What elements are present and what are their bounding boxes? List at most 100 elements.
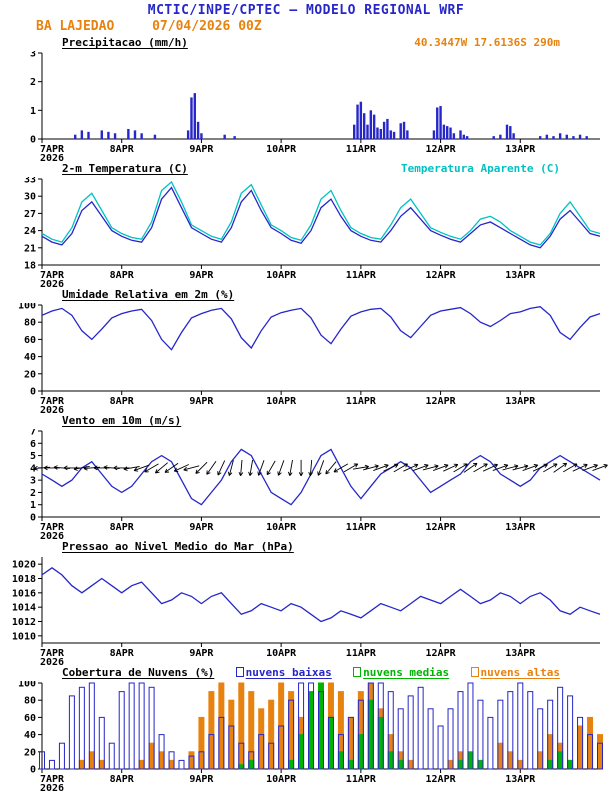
svg-text:33: 33 xyxy=(24,177,36,186)
panel-title-humidity: Umidade Relativa em 2m (%) xyxy=(62,288,235,301)
panel-temperature-header: 2-m Temperatura (C) Temperatura Aparente… xyxy=(0,162,612,177)
svg-text:8APR: 8APR xyxy=(110,522,135,533)
panel-title-clouds: Cobertura de Nuvens (%) xyxy=(62,666,215,679)
svg-text:12APR: 12APR xyxy=(426,522,457,533)
panel-wind: Vento em 10m (m/s) 0 1 2 3 4 5 6 7 7APR 2026 8APR 9… xyxy=(0,414,612,539)
svg-text:10APR: 10APR xyxy=(266,396,297,407)
panel-title-pressure: Pressao ao Nivel Medio do Mar (hPa) xyxy=(62,540,294,553)
svg-text:12APR: 12APR xyxy=(426,774,457,785)
svg-text:30: 30 xyxy=(24,192,36,203)
svg-text:20: 20 xyxy=(24,369,36,380)
panel-humidity-header: Umidade Relativa em 2m (%) xyxy=(0,288,612,303)
svg-text:2026: 2026 xyxy=(40,405,64,413)
svg-text:1012: 1012 xyxy=(12,617,36,628)
svg-text:13APR: 13APR xyxy=(505,396,536,407)
panel-humidity: Umidade Relativa em 2m (%) 0 20 40 60 80 100 7… xyxy=(0,288,612,413)
svg-text:7APR: 7APR xyxy=(40,396,65,407)
svg-text:24: 24 xyxy=(24,226,36,237)
svg-text:7APR: 7APR xyxy=(40,144,65,155)
legend-mid-clouds: nuvens medias xyxy=(353,666,449,679)
svg-text:2026: 2026 xyxy=(40,153,64,161)
svg-text:10APR: 10APR xyxy=(266,270,297,281)
svg-text:11APR: 11APR xyxy=(346,144,377,155)
svg-text:1: 1 xyxy=(30,106,36,117)
panel-title-temperature: 2-m Temperatura (C) xyxy=(62,162,188,175)
run-datetime: 07/04/2026 00Z xyxy=(152,19,262,34)
svg-text:100: 100 xyxy=(18,303,36,312)
svg-text:5: 5 xyxy=(30,451,36,462)
legend-high-clouds: nuvens altas xyxy=(470,666,560,679)
svg-text:0: 0 xyxy=(30,765,36,776)
svg-text:9APR: 9APR xyxy=(189,270,214,281)
svg-text:12APR: 12APR xyxy=(426,270,457,281)
svg-text:12APR: 12APR xyxy=(426,648,457,659)
svg-text:2026: 2026 xyxy=(40,279,64,287)
station-name: BA LAJEDAO xyxy=(36,19,115,34)
svg-text:6: 6 xyxy=(30,439,36,450)
svg-text:9APR: 9APR xyxy=(189,774,214,785)
svg-text:1016: 1016 xyxy=(12,588,36,599)
svg-text:7APR: 7APR xyxy=(40,648,65,659)
panel-precipitation-header: Precipitacao (mm/h) 40.3447W 17.6136S 29… xyxy=(0,36,612,51)
svg-text:80: 80 xyxy=(24,318,36,329)
svg-text:13APR: 13APR xyxy=(505,648,536,659)
svg-text:11APR: 11APR xyxy=(346,522,377,533)
svg-text:12APR: 12APR xyxy=(426,144,457,155)
panel-temperature: 2-m Temperatura (C) Temperatura Aparente… xyxy=(0,162,612,287)
svg-text:11APR: 11APR xyxy=(346,648,377,659)
svg-text:2026: 2026 xyxy=(40,657,64,665)
svg-text:1: 1 xyxy=(30,500,36,511)
svg-text:3: 3 xyxy=(30,51,36,60)
svg-text:2026: 2026 xyxy=(40,531,64,539)
svg-text:8APR: 8APR xyxy=(110,396,135,407)
svg-text:2: 2 xyxy=(30,77,36,88)
svg-text:0: 0 xyxy=(30,135,36,146)
panel-clouds: Cobertura de Nuvens (%) nuvens baixas nu… xyxy=(0,666,612,791)
svg-text:27: 27 xyxy=(24,209,36,220)
svg-text:8APR: 8APR xyxy=(110,270,135,281)
svg-text:18: 18 xyxy=(24,261,36,272)
svg-text:9APR: 9APR xyxy=(189,522,214,533)
svg-text:40: 40 xyxy=(24,352,36,363)
legend-swatch-high-clouds-icon xyxy=(470,667,479,677)
legend-label-high-clouds: nuvens altas xyxy=(480,666,560,679)
svg-text:0: 0 xyxy=(30,513,36,524)
svg-text:1018: 1018 xyxy=(12,574,36,585)
legend-label-mid-clouds: nuvens medias xyxy=(363,666,450,679)
svg-text:10APR: 10APR xyxy=(266,522,297,533)
svg-text:2: 2 xyxy=(30,488,36,499)
svg-text:60: 60 xyxy=(24,335,36,346)
svg-text:8APR: 8APR xyxy=(110,144,135,155)
svg-text:20: 20 xyxy=(24,747,36,758)
svg-text:13APR: 13APR xyxy=(505,270,536,281)
legend-label-low-clouds: nuvens baixas xyxy=(245,666,332,679)
svg-text:1020: 1020 xyxy=(12,560,36,571)
svg-text:21: 21 xyxy=(24,243,36,254)
svg-text:11APR: 11APR xyxy=(346,396,377,407)
svg-text:12APR: 12APR xyxy=(426,396,457,407)
panel-pressure: Pressao ao Nivel Medio do Mar (hPa) 1010… xyxy=(0,540,612,665)
model-title: MCTIC/INPE/CPTEC — MODELO REGIONAL WRF xyxy=(147,3,465,18)
panel-clouds-header: Cobertura de Nuvens (%) nuvens baixas nu… xyxy=(0,666,612,681)
svg-text:10APR: 10APR xyxy=(266,774,297,785)
svg-text:11APR: 11APR xyxy=(346,774,377,785)
svg-text:1014: 1014 xyxy=(12,603,36,614)
panel-title-wind: Vento em 10m (m/s) xyxy=(62,414,182,427)
svg-text:7: 7 xyxy=(30,429,36,438)
legend-low-clouds: nuvens baixas xyxy=(235,666,332,679)
svg-text:8APR: 8APR xyxy=(110,648,135,659)
svg-text:0: 0 xyxy=(30,387,36,398)
svg-text:8APR: 8APR xyxy=(110,774,135,785)
panel-title-precipitation: Precipitacao (mm/h) xyxy=(62,36,188,49)
svg-text:1010: 1010 xyxy=(12,631,36,642)
svg-text:40: 40 xyxy=(24,730,36,741)
svg-text:2026: 2026 xyxy=(40,783,64,791)
svg-text:10APR: 10APR xyxy=(266,144,297,155)
panel-precipitation: Precipitacao (mm/h) 40.3447W 17.6136S 29… xyxy=(0,36,612,161)
